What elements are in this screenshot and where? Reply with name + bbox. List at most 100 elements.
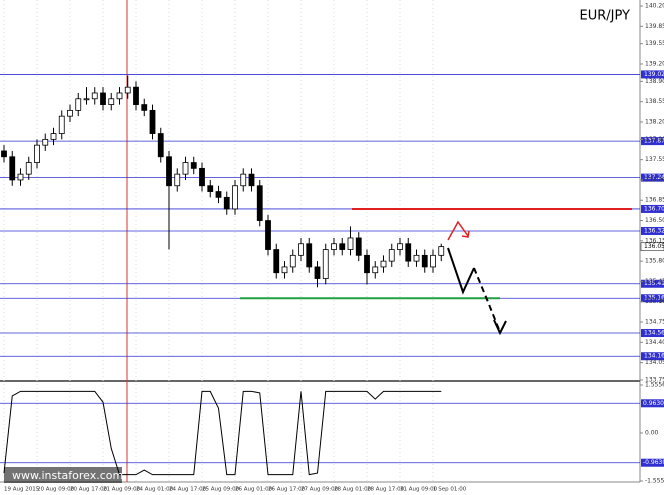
candle-body xyxy=(1,150,7,158)
indicator-line xyxy=(3,390,442,476)
y-tick-label: 136.50 xyxy=(645,217,664,224)
x-tick-label: 28 Aug 01:00 xyxy=(334,487,372,493)
y-tick-label: 139.85 xyxy=(645,23,664,30)
level-tag xyxy=(641,204,664,213)
y-tick-label: 137.90 xyxy=(645,136,664,143)
candle-body xyxy=(141,104,148,111)
y-tick-label: 134.75 xyxy=(645,319,664,326)
y-tick-label: 138.55 xyxy=(645,98,664,105)
y-tick-label: 135.45 xyxy=(645,278,664,285)
candle-body xyxy=(438,246,445,256)
indicator-tick-label: 1.5556 xyxy=(645,382,664,389)
candle-body xyxy=(248,173,255,187)
candle-body xyxy=(289,254,296,268)
watermark-box xyxy=(4,467,122,483)
y-tick-label: 140.20 xyxy=(645,3,664,10)
x-tick-label: 19 Aug 2015 xyxy=(4,487,40,493)
y-tick-label: 136.85 xyxy=(645,197,664,204)
x-tick-label: 26 Aug 17:00 xyxy=(268,487,306,493)
candle-body xyxy=(405,243,412,262)
indicator-tag xyxy=(641,399,664,408)
candle-body xyxy=(322,249,329,279)
candle-body xyxy=(17,173,24,181)
candle-body xyxy=(364,254,370,274)
candle-body xyxy=(380,260,387,268)
y-tick-label: 139.55 xyxy=(645,40,664,47)
level-tag xyxy=(641,173,664,182)
level-label: 134.16 xyxy=(644,353,664,360)
y-tick-label: 134.40 xyxy=(645,339,664,346)
x-tick-label: 20 Aug 17:00 xyxy=(70,487,108,493)
candle-body xyxy=(67,109,73,117)
candle-body xyxy=(339,243,346,250)
y-tick-label: 135.80 xyxy=(645,258,664,265)
level-label: 135.16 xyxy=(644,295,664,302)
y-tick-label: 139.20 xyxy=(645,60,664,67)
candle-body xyxy=(166,156,172,187)
candle-body xyxy=(25,162,32,175)
candle-body xyxy=(223,196,230,210)
candle-body xyxy=(133,86,139,105)
price-label: 136.05 xyxy=(644,243,664,250)
x-tick-label: 24 Aug 01:00 xyxy=(136,487,174,493)
y-tick-label: 138.20 xyxy=(645,118,664,125)
candle-body xyxy=(149,109,156,134)
y-tick-label: 134.05 xyxy=(645,359,664,366)
level-label: 137.24 xyxy=(644,174,664,181)
x-tick-label: 20 Aug 09:00 xyxy=(37,487,75,493)
forecast-arrow xyxy=(447,247,475,295)
arrow-head xyxy=(493,319,507,336)
x-tick-label: 27 Aug 09:00 xyxy=(301,487,339,493)
candle-body xyxy=(58,115,65,134)
level-tag xyxy=(641,352,664,361)
level-label: 139.02 xyxy=(644,71,664,78)
y-tick-label: 137.55 xyxy=(645,156,664,163)
indicator-tick-label: -1.5556 xyxy=(645,478,664,485)
indicator-tick-label: 0.00 xyxy=(645,430,659,437)
candle-body xyxy=(91,92,98,100)
indicator: 1.5556 0.9630 0.00 -0.9630 -1.5556 xyxy=(0,382,664,485)
y-tick-label: 136.15 xyxy=(645,237,664,244)
candle-body xyxy=(182,162,189,175)
level-tag xyxy=(641,279,664,288)
candle-body xyxy=(75,98,82,111)
x-tick-label: 28 Aug 17:00 xyxy=(367,487,405,493)
indicator-tag xyxy=(641,458,664,467)
candle-body xyxy=(232,185,238,210)
level-tag xyxy=(641,294,664,303)
candle-body xyxy=(306,243,313,268)
candle-body xyxy=(83,98,90,101)
candle-body xyxy=(388,249,395,262)
candle-body xyxy=(372,266,379,274)
candle-body xyxy=(207,185,214,192)
forecast-arrow-dashed xyxy=(473,267,501,333)
candle-body xyxy=(413,254,420,262)
y-tick-label: 138.90 xyxy=(645,78,664,85)
x-tick-label: 1 Sep 01:00 xyxy=(433,487,467,493)
candle-body xyxy=(265,220,271,250)
candle-body xyxy=(199,167,205,187)
candle-body xyxy=(42,138,49,146)
candle-body xyxy=(397,243,403,250)
candle-body xyxy=(100,92,106,105)
candle-body xyxy=(240,173,247,187)
level-label: 136.32 xyxy=(644,227,664,234)
y-tick-label: 137.20 xyxy=(645,176,664,183)
level-tag xyxy=(641,329,664,338)
y-tick-label: 135.10 xyxy=(645,298,664,305)
axis: 140.20 139.85 139.55 139.20 138.90 138.55 138.… xyxy=(4,3,664,493)
level-label: 136.70 xyxy=(644,205,664,212)
candle-body xyxy=(9,156,16,181)
candle-body xyxy=(421,254,428,268)
candle-body xyxy=(124,86,131,94)
candle-body xyxy=(298,243,304,256)
candle-body xyxy=(347,237,354,250)
x-tick-label: 24 Aug 17:00 xyxy=(169,487,207,493)
x-tick-label: 21 Aug 09:00 xyxy=(103,487,141,493)
level-label: 137.87 xyxy=(644,138,664,145)
candle-body xyxy=(174,173,181,187)
watermark: www.instaforex.com xyxy=(12,469,123,482)
candle-body xyxy=(50,133,57,140)
y-tick-label: 133.75 xyxy=(645,377,664,384)
